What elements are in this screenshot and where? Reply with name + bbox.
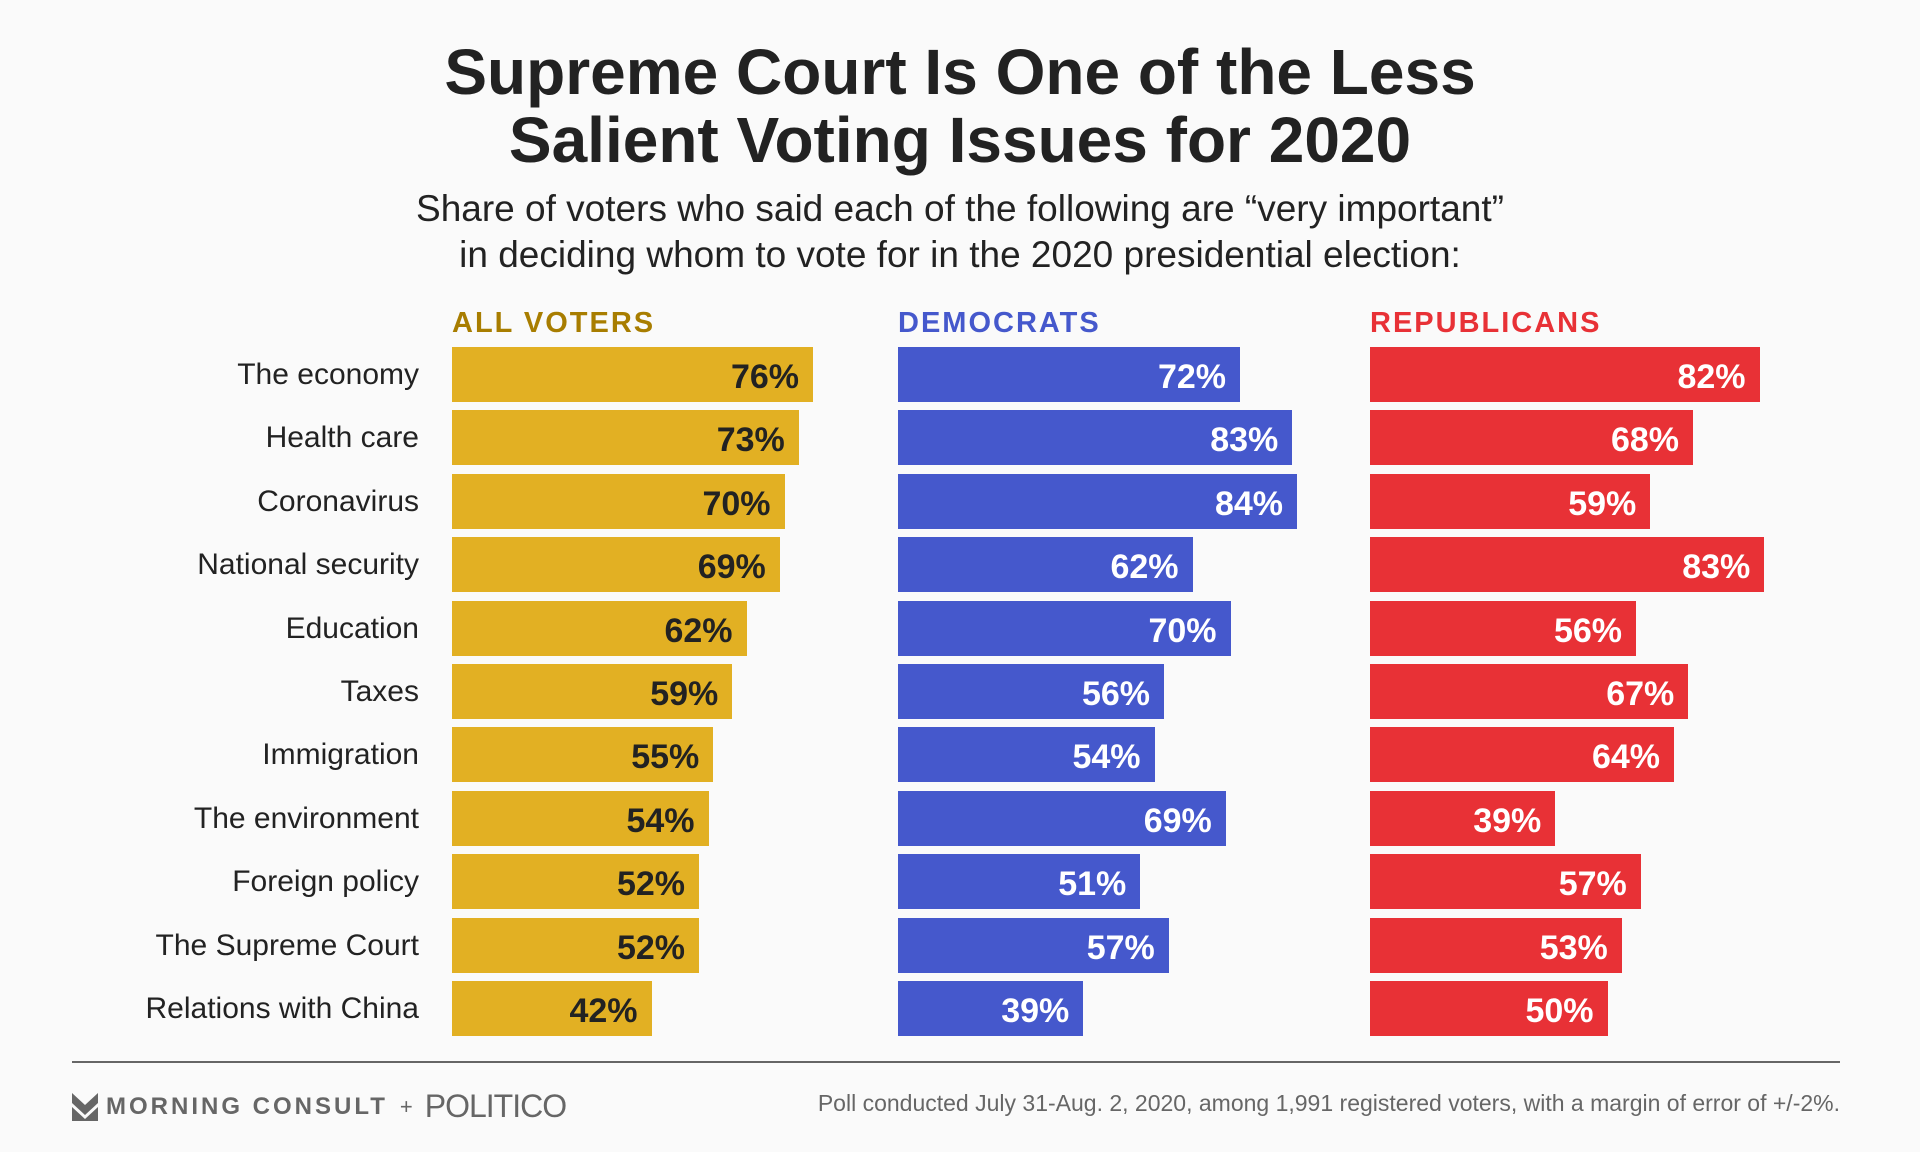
data-label: 70% — [702, 484, 771, 523]
data-label: 62% — [1110, 548, 1179, 587]
bar — [898, 981, 1084, 1036]
bar — [452, 473, 785, 529]
data-label: 67% — [1606, 675, 1675, 713]
data-label: 62% — [664, 611, 733, 650]
bar — [1370, 537, 1765, 593]
bar — [1370, 917, 1622, 973]
title-line: Salient Voting Issues for 2020 — [508, 104, 1412, 176]
data-label: 52% — [616, 928, 685, 967]
category-label: Foreign policy — [232, 865, 419, 899]
bar — [452, 347, 813, 402]
data-label: 83% — [1682, 548, 1751, 587]
bar — [1370, 664, 1689, 719]
category-label: Taxes — [340, 675, 419, 708]
bar — [452, 664, 733, 719]
bar — [898, 664, 1164, 719]
category-label: National security — [197, 548, 419, 582]
bar — [898, 410, 1293, 466]
bar — [898, 917, 1169, 973]
bar — [452, 854, 699, 910]
data-label: 59% — [650, 675, 719, 713]
bar — [1370, 854, 1641, 910]
bar — [898, 473, 1297, 529]
data-label: 55% — [631, 738, 700, 777]
data-label: 50% — [1525, 992, 1594, 1030]
bar — [452, 981, 652, 1036]
data-label: 76% — [730, 358, 799, 396]
plus-sign: + — [399, 1093, 413, 1119]
chart-subtitle: Share of voters who said each of the fol… — [0, 186, 1920, 278]
category-label: Relations with China — [145, 992, 419, 1025]
poll-note: Poll conducted July 31-Aug. 2, 2020, amo… — [817, 1090, 1840, 1116]
bar — [1370, 981, 1608, 1036]
data-label: 39% — [1473, 801, 1542, 840]
title-line: Supreme Court Is One of the Less — [444, 36, 1476, 108]
data-label: 53% — [1539, 928, 1608, 967]
data-label: 39% — [1001, 992, 1070, 1030]
data-label: 52% — [616, 865, 685, 904]
bar — [1370, 473, 1651, 529]
bar — [1370, 600, 1636, 656]
data-label: 69% — [697, 548, 766, 587]
category-label: Coronavirus — [257, 484, 419, 518]
chart-title: Supreme Court Is One of the Less Salient… — [0, 38, 1920, 174]
bar — [452, 727, 714, 783]
data-label: 57% — [1558, 865, 1627, 904]
bar — [898, 790, 1226, 846]
data-label: 59% — [1568, 484, 1637, 523]
bar — [1370, 410, 1693, 466]
subtitle-line: in deciding whom to vote for in the 2020… — [459, 234, 1461, 275]
data-label: 57% — [1086, 928, 1155, 967]
data-label: 70% — [1148, 611, 1217, 650]
series-header: ALL VOTERS — [452, 307, 656, 339]
politico-logo: POLITICO — [424, 1088, 567, 1124]
data-label: 84% — [1214, 484, 1283, 523]
category-label: Immigration — [262, 738, 419, 772]
data-label: 68% — [1610, 421, 1679, 460]
data-label: 72% — [1157, 358, 1226, 396]
series-header: REPUBLICANS — [1370, 307, 1602, 339]
bar — [1370, 727, 1674, 783]
bar — [452, 790, 709, 846]
subtitle-line: Share of voters who said each of the fol… — [416, 188, 1504, 229]
category-label: Education — [285, 611, 419, 645]
data-label: 54% — [1072, 738, 1141, 777]
bar — [452, 410, 799, 466]
category-label: The economy — [237, 358, 419, 391]
data-label: 69% — [1143, 801, 1212, 840]
bar — [898, 727, 1155, 783]
morning-consult-logo: MORNING CONSULT — [106, 1092, 388, 1120]
footer-logos: MORNING CONSULT + POLITICO — [72, 1088, 567, 1125]
data-label: 56% — [1553, 611, 1622, 650]
data-label: 42% — [569, 992, 638, 1030]
bar — [898, 347, 1240, 402]
data-label: 56% — [1081, 675, 1150, 713]
data-label: 51% — [1058, 865, 1127, 904]
data-label: 83% — [1210, 421, 1279, 460]
data-label: 54% — [626, 801, 695, 840]
data-label: 64% — [1591, 738, 1660, 777]
category-label: The Supreme Court — [155, 928, 419, 962]
bar — [452, 600, 747, 656]
bar — [452, 917, 699, 973]
bar — [898, 600, 1231, 656]
data-label: 82% — [1677, 358, 1746, 396]
bar — [452, 537, 780, 593]
bar — [1370, 790, 1556, 846]
bar — [1370, 347, 1760, 402]
category-label: The environment — [193, 801, 419, 835]
footer-divider — [72, 1061, 1840, 1063]
bar — [898, 854, 1141, 910]
data-label: 73% — [716, 421, 785, 460]
series-header: DEMOCRATS — [898, 307, 1101, 339]
bar — [898, 537, 1193, 593]
category-label: Health care — [265, 421, 419, 455]
morning-consult-logo-icon — [72, 1092, 98, 1121]
